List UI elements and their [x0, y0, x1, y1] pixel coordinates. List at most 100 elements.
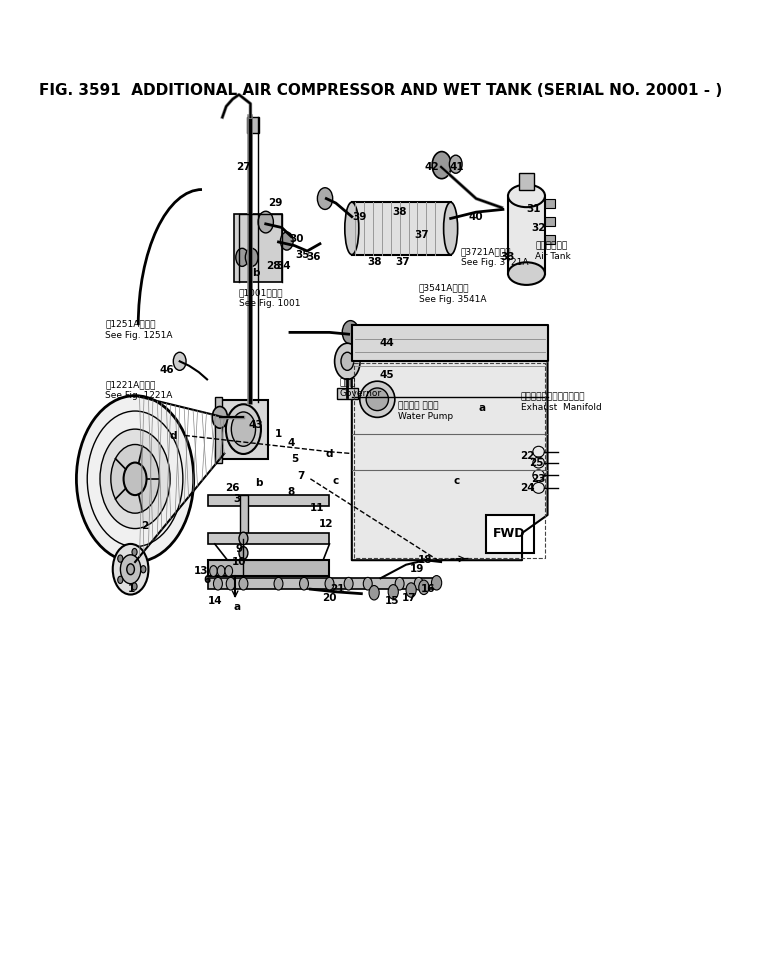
Text: 25: 25: [530, 457, 544, 468]
Text: 46: 46: [160, 365, 174, 376]
Text: 35: 35: [295, 250, 310, 260]
Circle shape: [209, 565, 218, 576]
Text: 9: 9: [235, 544, 243, 555]
Circle shape: [395, 577, 404, 590]
Circle shape: [76, 396, 194, 562]
Text: c: c: [454, 476, 460, 486]
Circle shape: [280, 232, 293, 250]
Circle shape: [325, 577, 334, 590]
Text: 第1221A図参照
See Fig. 1221A: 第1221A図参照 See Fig. 1221A: [105, 380, 173, 400]
Circle shape: [100, 429, 170, 528]
Bar: [240, 495, 248, 533]
Text: 29: 29: [268, 198, 282, 208]
Circle shape: [141, 565, 146, 573]
Circle shape: [239, 532, 248, 545]
Text: 37: 37: [396, 257, 410, 267]
Text: 20: 20: [322, 594, 337, 603]
Polygon shape: [352, 325, 547, 560]
Circle shape: [419, 580, 429, 595]
Circle shape: [214, 577, 222, 590]
Ellipse shape: [508, 185, 545, 207]
Circle shape: [236, 248, 249, 267]
Text: 16: 16: [421, 584, 435, 595]
Text: 22: 22: [520, 451, 534, 461]
Ellipse shape: [226, 404, 261, 454]
Circle shape: [118, 576, 123, 584]
Bar: [209, 495, 330, 506]
Text: ウォータ ポンプ
Water Pump: ウォータ ポンプ Water Pump: [398, 401, 454, 421]
Text: 23: 23: [531, 474, 546, 484]
Circle shape: [245, 248, 258, 267]
Text: 第1251A図参照
See Fig. 1251A: 第1251A図参照 See Fig. 1251A: [105, 319, 173, 340]
Bar: [337, 388, 358, 399]
Text: 19: 19: [410, 564, 425, 574]
Text: 15: 15: [385, 595, 400, 606]
Circle shape: [174, 352, 186, 371]
Text: 39: 39: [352, 212, 367, 222]
Circle shape: [414, 577, 423, 590]
Bar: [520, 173, 533, 190]
Text: 42: 42: [424, 162, 439, 172]
Text: 31: 31: [527, 204, 541, 214]
Text: 45: 45: [380, 370, 394, 379]
Circle shape: [239, 577, 248, 590]
Text: 1: 1: [129, 584, 135, 595]
Text: ガバナ
Governor: ガバナ Governor: [339, 378, 381, 399]
Circle shape: [300, 577, 308, 590]
Text: 14: 14: [208, 595, 222, 606]
Text: 18: 18: [418, 556, 432, 565]
Text: 10: 10: [231, 557, 247, 567]
Circle shape: [406, 583, 416, 597]
Text: 43: 43: [249, 419, 263, 430]
Polygon shape: [352, 325, 547, 361]
Bar: [486, 515, 533, 553]
Ellipse shape: [231, 412, 256, 447]
Ellipse shape: [345, 202, 359, 255]
Text: FIG. 3591  ADDITIONAL AIR COMPRESSOR AND WET TANK (SERIAL NO. 20001 - ): FIG. 3591 ADDITIONAL AIR COMPRESSOR AND …: [39, 83, 722, 98]
Text: 17: 17: [402, 594, 416, 603]
Bar: [352, 202, 451, 255]
Text: 27: 27: [236, 162, 250, 172]
Text: 13: 13: [193, 566, 208, 576]
Circle shape: [258, 211, 273, 233]
Text: b: b: [253, 268, 260, 277]
Text: 5: 5: [291, 454, 298, 464]
Ellipse shape: [444, 202, 457, 255]
Bar: [209, 578, 438, 589]
Circle shape: [120, 555, 141, 584]
Text: 3: 3: [234, 493, 240, 504]
Text: 第3721A図参照
See Fig. 3721A: 第3721A図参照 See Fig. 3721A: [461, 247, 528, 268]
Text: 1: 1: [275, 429, 282, 439]
Text: 6: 6: [203, 575, 211, 585]
Circle shape: [274, 577, 283, 590]
Text: d: d: [326, 449, 333, 458]
Circle shape: [344, 577, 353, 590]
Circle shape: [369, 586, 379, 600]
Text: 2: 2: [141, 521, 148, 531]
Circle shape: [226, 577, 235, 590]
Text: 32: 32: [531, 223, 546, 233]
Circle shape: [341, 352, 354, 371]
Text: 24: 24: [520, 483, 534, 493]
Bar: [215, 397, 222, 462]
Text: FWD: FWD: [493, 527, 526, 540]
Circle shape: [212, 407, 228, 428]
Text: エキゾーストマニホールド
Exhaust  Manifold: エキゾーストマニホールド Exhaust Manifold: [521, 392, 601, 412]
Text: 44: 44: [380, 339, 394, 348]
Circle shape: [449, 155, 462, 173]
Circle shape: [118, 555, 123, 562]
Text: 第1001図参照
See Fig. 1001: 第1001図参照 See Fig. 1001: [239, 288, 301, 308]
Text: 41: 41: [450, 162, 464, 172]
Text: 40: 40: [469, 212, 483, 222]
Bar: [247, 117, 260, 133]
Text: 38: 38: [393, 207, 407, 217]
Text: 7: 7: [297, 471, 304, 481]
Circle shape: [432, 152, 451, 179]
Text: 36: 36: [307, 252, 321, 263]
Text: c: c: [333, 476, 339, 486]
Text: エアータンク
Air Tank: エアータンク Air Tank: [536, 241, 572, 261]
Bar: [545, 234, 555, 244]
Circle shape: [111, 445, 159, 513]
Circle shape: [363, 577, 372, 590]
Text: 8: 8: [288, 487, 295, 497]
